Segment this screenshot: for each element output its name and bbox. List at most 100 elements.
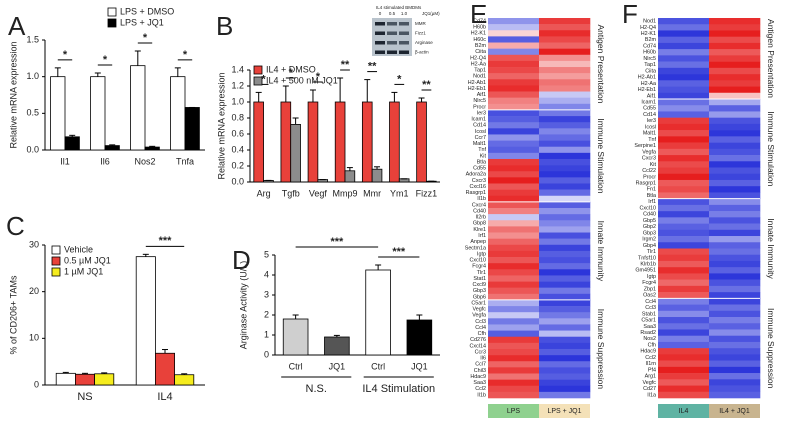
blot-band	[399, 50, 409, 54]
legend-label: IL4 + DMSO	[266, 64, 316, 74]
inset-title: IL4 stimulated BMDMs	[376, 5, 422, 10]
heatmap-cell	[488, 250, 540, 258]
heatmap-cell	[539, 152, 591, 160]
heatmap-cell	[488, 361, 540, 368]
significance-label: *	[289, 67, 294, 79]
heatmap-cell	[539, 336, 591, 344]
column-label: IL4	[679, 408, 689, 415]
heatmap-cell	[539, 189, 591, 197]
y-tick-label: 1.0	[231, 96, 244, 106]
gene-label: H2-K1	[471, 31, 486, 37]
heatmap-cell	[488, 287, 540, 295]
heatmap-cell	[539, 324, 591, 331]
heatmap-cell	[658, 317, 710, 324]
heatmap-cell	[539, 275, 591, 282]
heatmap-cell	[658, 248, 710, 256]
heatmap-cell	[488, 373, 540, 380]
heatmap-cell	[539, 158, 591, 166]
heatmap-cell	[488, 36, 540, 43]
heatmap-cell	[658, 298, 710, 305]
heatmap-cell	[709, 285, 761, 293]
heatmap-cell	[488, 54, 540, 62]
heatmap-cell	[658, 273, 710, 280]
heatmap-cell	[539, 42, 591, 49]
legend-swatch	[253, 65, 263, 75]
gene-label: Gbp6	[473, 294, 486, 300]
gene-label: Tap1	[644, 62, 656, 68]
y-tick-label: 2	[264, 309, 269, 319]
gene-label: Aif1	[477, 92, 486, 98]
heatmap-cell	[709, 391, 761, 399]
gene-label: Cfh	[648, 342, 656, 348]
heatmap-cell	[709, 217, 761, 224]
bar	[371, 168, 383, 183]
y-axis-label: % of CD206+ TAMs	[8, 275, 18, 354]
heatmap-cell	[658, 161, 710, 168]
heatmap-cell	[539, 103, 591, 111]
heatmap-cell	[488, 220, 540, 227]
column-bar	[488, 404, 539, 418]
gene-label: Rasgrp1	[466, 190, 486, 196]
gene-label: Cxcr4	[472, 202, 486, 208]
heatmap-cell	[488, 91, 540, 98]
cluster-label: Innate Immunity	[596, 221, 606, 282]
heatmap-cell	[658, 385, 710, 393]
heatmap-cell	[709, 30, 761, 37]
heatmap-cell	[488, 208, 540, 215]
gene-label: Cxcl10	[640, 205, 656, 211]
panel-letter: A	[8, 11, 26, 41]
bar	[104, 145, 120, 151]
heatmap-cell	[488, 60, 540, 68]
gene-label: Adora2a	[466, 172, 486, 178]
gene-label: Saa3	[643, 324, 656, 330]
bar	[94, 373, 115, 386]
bar	[290, 124, 301, 183]
gene-label: Icam1	[641, 100, 656, 106]
gene-label: Serpine1	[634, 143, 656, 149]
gene-label: B2m	[475, 43, 487, 49]
y-tick-label: 1	[264, 329, 269, 339]
heatmap-cell	[658, 329, 710, 337]
heatmap-cell	[488, 24, 540, 31]
cluster-label: Antigen Presentation	[596, 25, 606, 104]
gene-label: Gbp5	[643, 218, 656, 224]
heatmap-cell	[488, 85, 540, 92]
heatmap-cell	[709, 341, 761, 349]
gene-label: Btla	[647, 193, 656, 199]
x-tick-label: Ctrl	[371, 361, 385, 371]
heatmap-cell	[488, 226, 540, 233]
bar	[75, 373, 96, 386]
blot-band	[375, 41, 385, 45]
heatmap-cell	[658, 130, 710, 137]
gene-label: H60b	[643, 50, 656, 56]
heatmap-cell	[488, 79, 540, 86]
heatmap-cell	[539, 128, 591, 135]
heatmap-cell	[658, 354, 710, 361]
heatmap-cell	[488, 189, 540, 197]
gene-label: Zbp1	[644, 286, 656, 292]
significance-label: ***	[330, 236, 344, 248]
y-tick-label: 0.4	[231, 144, 244, 154]
heatmap-cell	[709, 379, 761, 386]
inset-band: Fizz1	[415, 31, 426, 36]
heatmap-cell	[539, 293, 591, 301]
x-tick-label: Tnfa	[176, 156, 194, 166]
gene-label: Cd40	[643, 212, 656, 218]
gene-label: H2-Ab1	[638, 75, 656, 81]
heatmap-cell	[488, 342, 540, 350]
gene-label: Igtp	[477, 251, 486, 257]
gene-label: Il1rn	[646, 361, 657, 367]
gene-label: Cd14	[473, 123, 486, 129]
heatmap-cell	[658, 167, 710, 175]
gene-label: Cxcl10	[470, 258, 486, 264]
cluster-label: Immune Stimulation	[596, 118, 606, 193]
heatmap-cell	[488, 183, 540, 190]
heatmap-cell	[539, 367, 591, 374]
cluster-label: Immune Suppression	[766, 308, 776, 389]
gene-label: Saa3	[473, 380, 486, 386]
y-tick-label: 30	[29, 239, 39, 249]
column-bar	[539, 404, 590, 418]
heatmap-cell	[658, 260, 710, 268]
column-bar	[658, 404, 709, 418]
gene-label: H2-Aa	[641, 81, 656, 87]
